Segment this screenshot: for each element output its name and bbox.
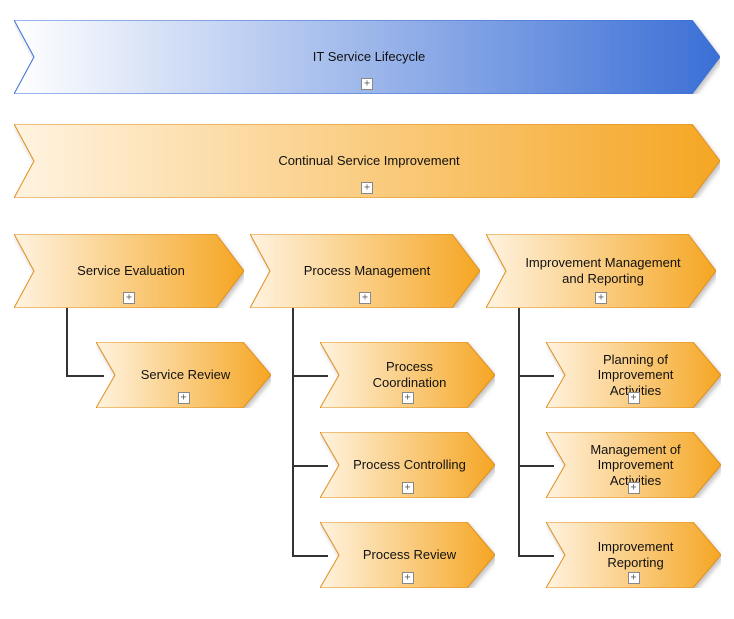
expand-icon[interactable]: + [628, 482, 640, 494]
node-proc-ctrl[interactable]: Process Controlling + [320, 432, 495, 498]
node-plan-improve[interactable]: Planning ofImprovementActivities+ [546, 342, 721, 408]
node-improve-report[interactable]: ImprovementReporting + [546, 522, 721, 588]
node-label: ProcessCoordination [349, 359, 467, 390]
expand-icon[interactable]: + [402, 572, 414, 584]
node-service-review[interactable]: Service Review + [96, 342, 271, 408]
expand-icon[interactable]: + [123, 292, 135, 304]
node-service-eval[interactable]: Service Evaluation + [14, 234, 244, 308]
node-label: Process Controlling [329, 457, 486, 473]
node-it-lifecycle[interactable]: IT Service Lifecycle + [14, 20, 720, 94]
expand-icon[interactable]: + [178, 392, 190, 404]
expand-icon[interactable]: + [402, 392, 414, 404]
node-label: IT Service Lifecycle [289, 49, 445, 65]
node-label: ImprovementReporting [574, 539, 694, 570]
node-label: Process Review [339, 547, 476, 563]
node-improvement-mgmt[interactable]: Improvement Managementand Reporting + [486, 234, 716, 308]
node-label: Continual Service Improvement [254, 153, 479, 169]
expand-icon[interactable]: + [361, 78, 373, 90]
expand-icon[interactable]: + [402, 482, 414, 494]
node-label: Improvement Managementand Reporting [501, 255, 700, 286]
node-label: Service Evaluation [53, 263, 205, 279]
node-mgmt-improve[interactable]: Management ofImprovementActivities+ [546, 432, 721, 498]
connector [66, 308, 68, 377]
node-proc-coord[interactable]: ProcessCoordination + [320, 342, 495, 408]
node-label: Service Review [117, 367, 251, 383]
expand-icon[interactable]: + [361, 182, 373, 194]
node-process-mgmt[interactable]: Process Management + [250, 234, 480, 308]
node-label: Process Management [280, 263, 450, 279]
node-proc-review[interactable]: Process Review + [320, 522, 495, 588]
node-csi[interactable]: Continual Service Improvement + [14, 124, 720, 198]
expand-icon[interactable]: + [359, 292, 371, 304]
expand-icon[interactable]: + [595, 292, 607, 304]
connector [518, 308, 520, 557]
expand-icon[interactable]: + [628, 392, 640, 404]
connector [292, 308, 294, 557]
expand-icon[interactable]: + [628, 572, 640, 584]
